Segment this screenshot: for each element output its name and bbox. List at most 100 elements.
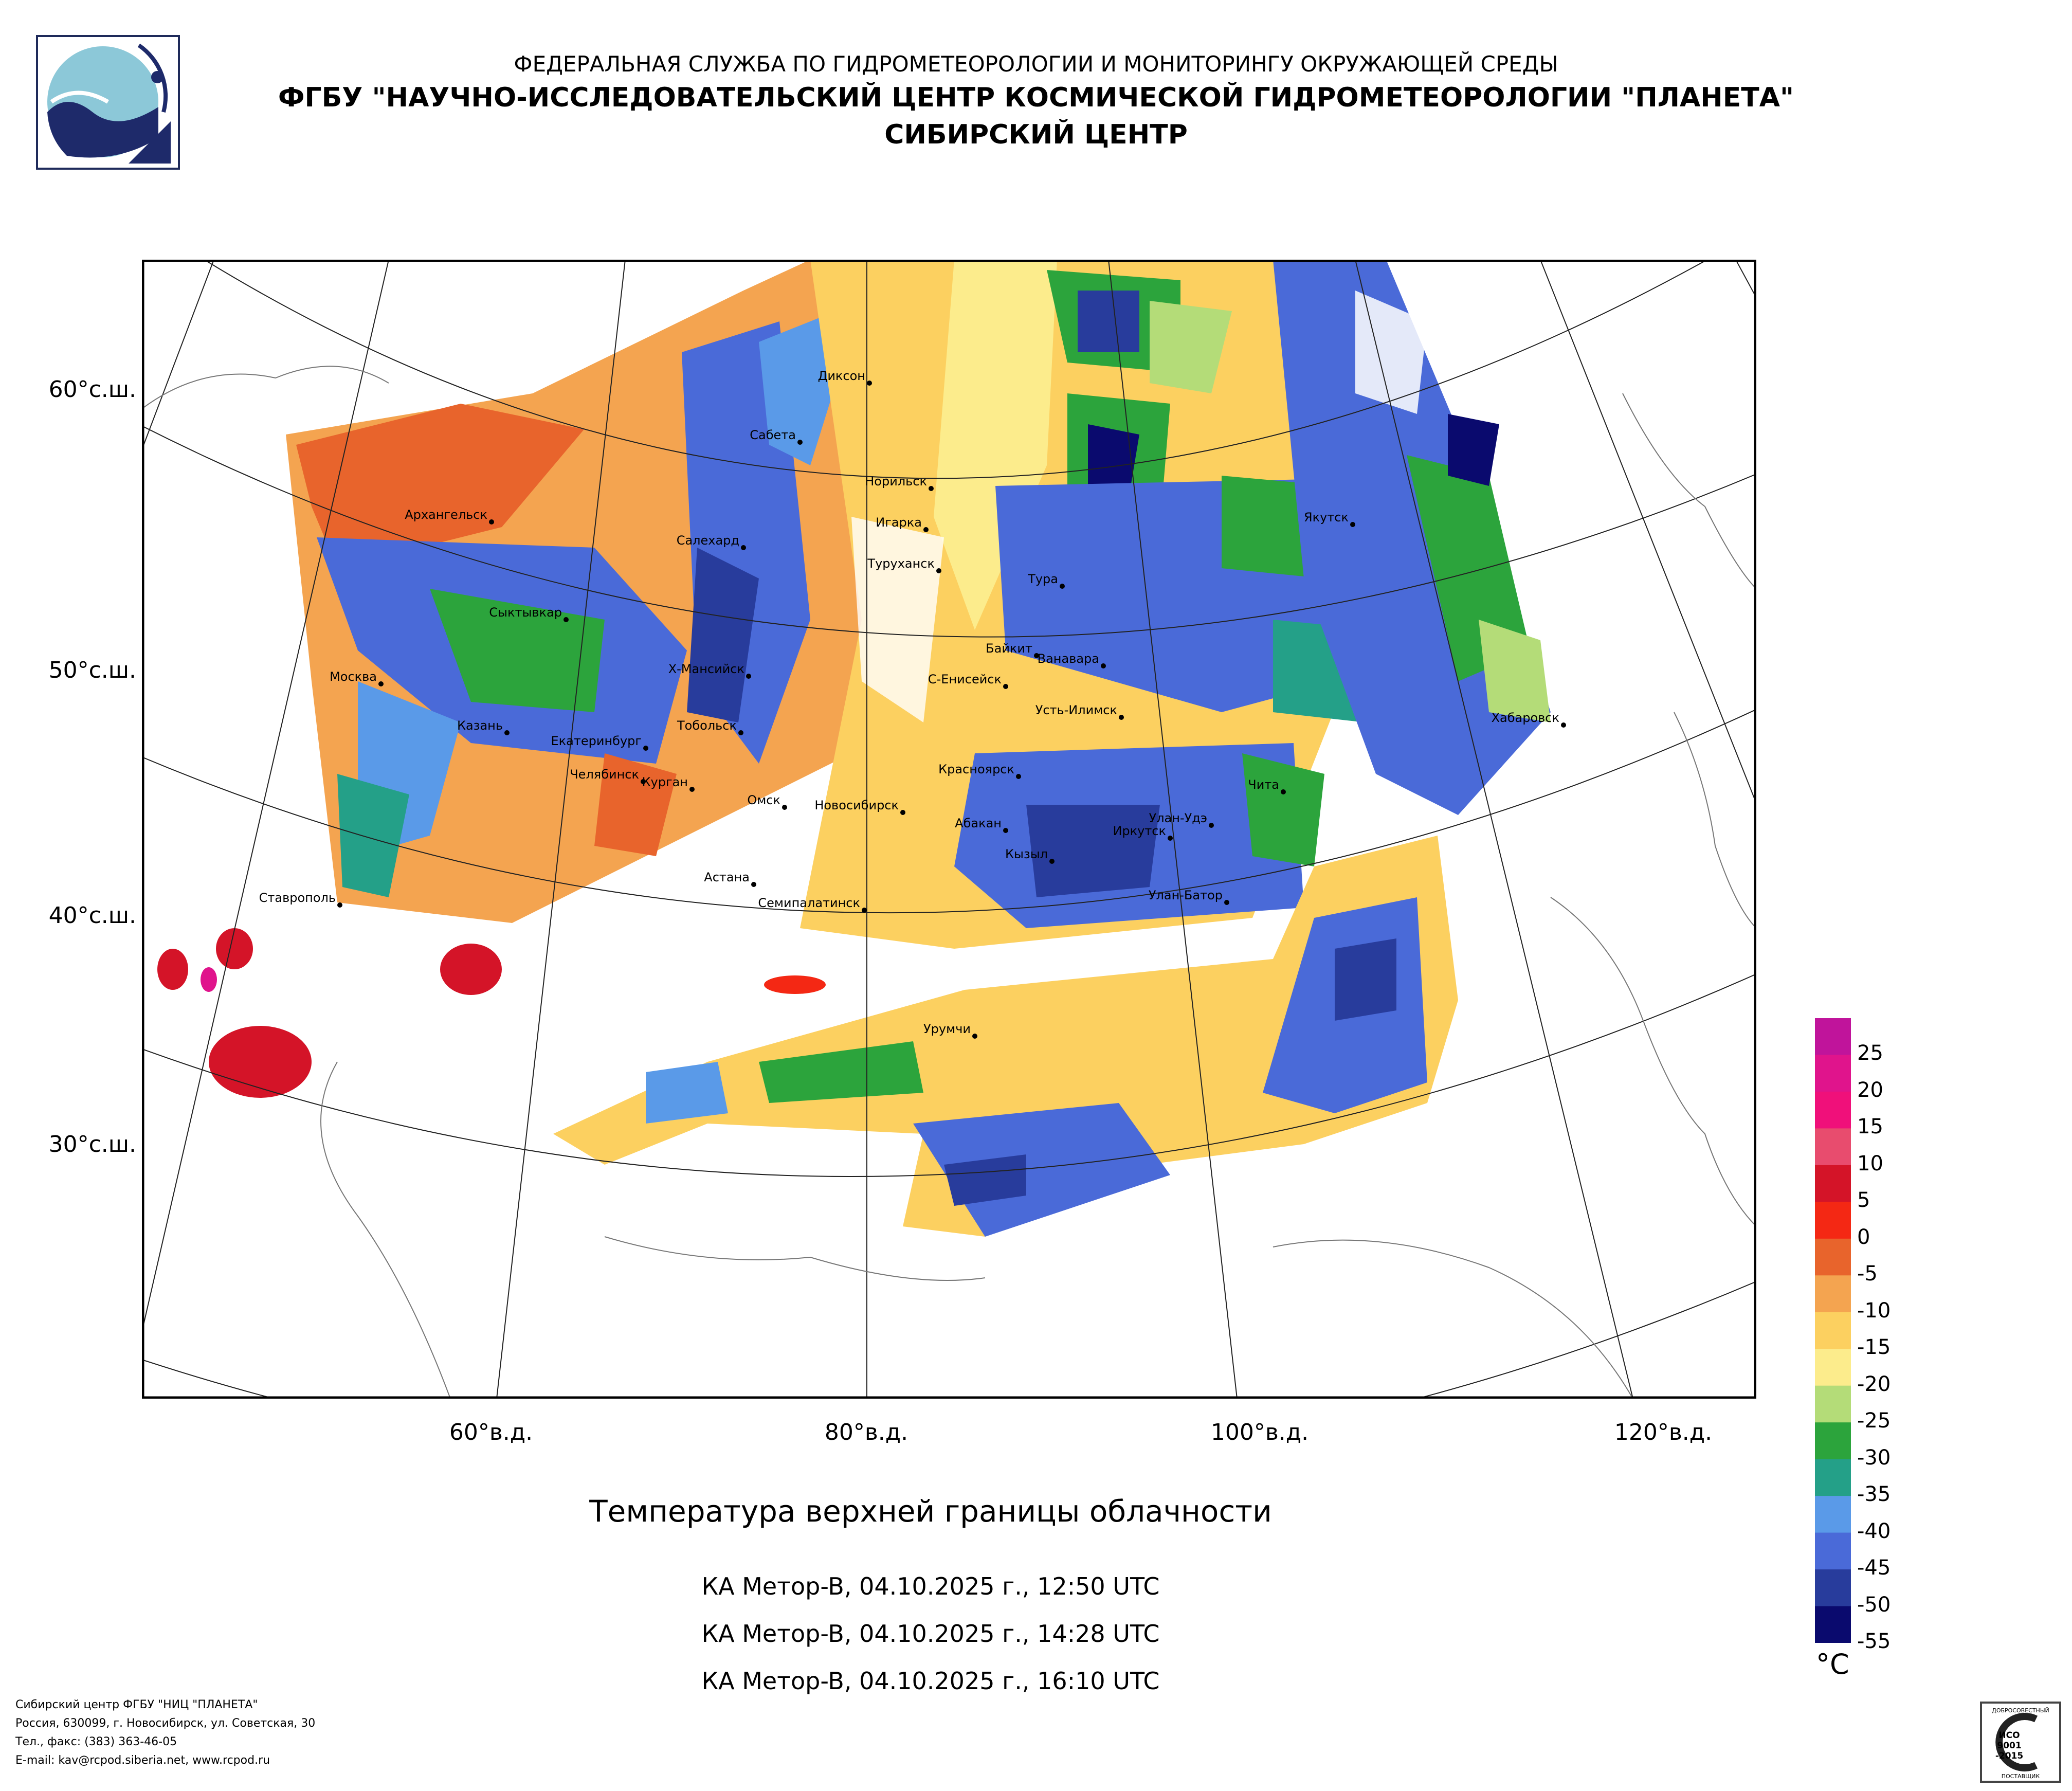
legend-tick-label: -45 [1857,1556,1891,1580]
legend-tick-label: 0 [1857,1225,1870,1249]
footer-address: Россия, 630099, г. Новосибирск, ул. Сове… [15,1717,316,1730]
badge-iso-text: ИСО [1998,1730,2020,1741]
lon-label-80: 80°в.д. [824,1419,908,1445]
city-label: Норильск [865,474,927,489]
satellite-swath-central [800,260,1489,949]
city-label: Улан-Батор [1149,888,1223,902]
badge-year-text: -2015 [1995,1751,2023,1761]
satellite-swath-south [553,836,1458,1237]
footer-email: E-mail: kav@rcpod.siberia.net, www.rcpod… [15,1754,270,1767]
city-dot [936,568,941,573]
city-dot [900,810,905,815]
city-label: Иркутск [1113,824,1166,838]
city-dot [378,681,384,686]
city-label: Сабета [750,428,796,442]
city-dot [782,805,787,810]
city-dot [1003,684,1008,689]
city-label: Тобольск [677,718,737,733]
center-line: СИБИРСКИЙ ЦЕНТР [884,119,1188,150]
cloud-top-temperature-map: Диксон Сабета Норильск Игарка Туруханск Салех… [142,260,1756,1399]
city-label: С-Енисейск [928,672,1002,686]
lon-label-120: 120°в.д. [1614,1419,1713,1445]
city-dot [1561,722,1566,728]
city-dot [746,674,751,679]
city-dot [1060,584,1065,589]
legend-swatch [1815,1385,1851,1423]
city-dot [1350,522,1355,527]
city-dot [564,617,569,622]
legend-swatch [1815,1165,1851,1202]
city-dot [1119,715,1124,720]
legend-swatch [1815,1606,1851,1643]
city-label: Новосибирск [814,798,899,812]
legend-swatch [1815,1238,1851,1276]
city-label: Семипалатинск [758,896,860,910]
lat-label-40: 40°с.ш. [48,902,136,929]
city-dot [1034,653,1039,658]
city-label: Красноярск [938,762,1014,776]
city-dot [972,1034,977,1039]
city-label: Якутск [1304,510,1349,524]
city-dot [689,787,695,792]
city-dot [741,545,746,550]
city-label: Ставрополь [259,891,336,905]
graticule [142,260,1756,1399]
temperature-legend [1815,1018,1851,1643]
badge-top-text: ДОБРОСОВЕСТНЫЙ [1992,1707,2049,1714]
legend-swatch [1815,1055,1851,1092]
legend-swatch [1815,1459,1851,1496]
badge-bottom-text: ПОСТАВЩИК [2002,1773,2040,1780]
legend-tick-label: -20 [1857,1372,1891,1396]
lat-label-60: 60°с.ш. [48,376,136,403]
legend-tick-label: 15 [1857,1115,1883,1139]
footer-org: Сибирский центр ФГБУ "НИЦ "ПЛАНЕТА" [15,1698,258,1711]
agency-line: ФЕДЕРАЛЬНАЯ СЛУЖБА ПО ГИДРОМЕТЕОРОЛОГИИ … [514,51,1558,77]
city-label: Байкит [986,641,1032,656]
city-label: Усть-Илимск [1035,703,1117,717]
city-dot [867,381,872,386]
legend-unit: °C [1816,1648,1849,1680]
map-title: Температура верхней границы облачности [589,1494,1272,1529]
legend-swatch [1815,1202,1851,1239]
legend-tick-label: 20 [1857,1078,1883,1102]
pass-1: КА Meтop-B, 04.10.2025 г., 12:50 UTC [701,1572,1160,1600]
city-label: Екатеринбург [551,734,642,748]
satellite-swath-east [1273,260,1551,815]
city-dot [1224,900,1229,905]
coastlines [142,366,1756,1399]
city-label: Хабаровск [1492,711,1559,725]
city-label: Кызыл [1005,847,1048,861]
legend-tick-label: -55 [1857,1630,1891,1653]
legend-tick-label: 10 [1857,1151,1883,1175]
legend-tick-label: 5 [1857,1188,1870,1213]
city-dot [643,746,648,751]
legend-swatch [1815,1532,1851,1570]
city-label: Ванавара [1038,652,1099,666]
city-label: Диксон [818,369,865,383]
legend-swatch [1815,1422,1851,1460]
city-dot [1016,774,1021,779]
city-dot [489,519,494,524]
city-label: Челябинск [570,767,639,782]
city-dot [797,440,803,445]
city-dot [1209,823,1214,828]
city-label: Салехард [677,533,739,548]
city-label: Курган [642,775,688,789]
city-dot [337,902,342,908]
badge-num-text: 9001 [1997,1741,2021,1751]
city-dot [751,882,756,887]
legend-tick-label: -50 [1857,1593,1891,1617]
city-dot [1281,789,1286,794]
legend-swatch [1815,1496,1851,1533]
city-dot [1003,828,1008,833]
legend-swatch [1815,1349,1851,1386]
city-dot [862,908,867,913]
legend-tick-label: -5 [1857,1262,1878,1286]
city-label: Москва [330,670,377,684]
city-label: Х-Мансийск [668,662,744,676]
city-label: Астана [704,870,750,884]
legend-tick-label: -15 [1857,1335,1891,1360]
city-dot [923,527,929,532]
legend-swatch [1815,1128,1851,1166]
city-dot [641,779,646,784]
